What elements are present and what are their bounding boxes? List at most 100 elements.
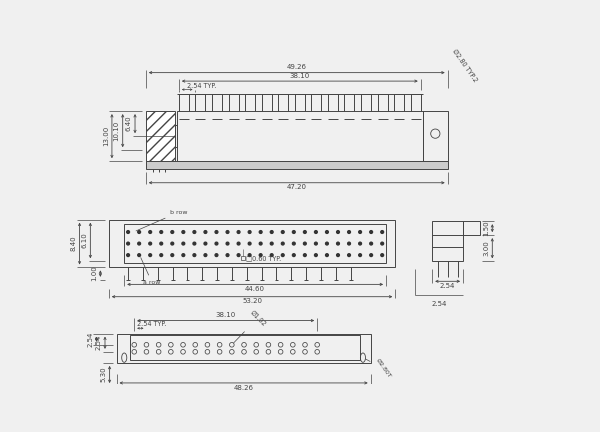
Text: 2.54 TYP.: 2.54 TYP. <box>137 321 166 327</box>
Text: 2.54 TYP.: 2.54 TYP. <box>187 83 217 89</box>
Circle shape <box>182 254 185 257</box>
Circle shape <box>171 254 173 257</box>
Circle shape <box>215 231 218 233</box>
Circle shape <box>138 254 140 257</box>
Text: 38.10: 38.10 <box>290 73 310 79</box>
Circle shape <box>347 242 350 245</box>
Text: Ø2.80 TYP.2: Ø2.80 TYP.2 <box>451 48 478 83</box>
Circle shape <box>160 231 163 233</box>
Text: 2.54: 2.54 <box>431 302 447 307</box>
Circle shape <box>193 254 196 257</box>
Text: 2.54: 2.54 <box>88 331 94 347</box>
Text: 10.10: 10.10 <box>113 121 119 141</box>
Circle shape <box>237 231 240 233</box>
Circle shape <box>226 231 229 233</box>
Circle shape <box>127 254 130 257</box>
Bar <box>116 334 371 363</box>
Circle shape <box>171 231 173 233</box>
Circle shape <box>149 231 152 233</box>
Circle shape <box>127 231 130 233</box>
Circle shape <box>381 242 383 245</box>
Text: Ø2.80T: Ø2.80T <box>365 358 392 379</box>
Circle shape <box>337 254 340 257</box>
Text: 1.50: 1.50 <box>483 220 489 236</box>
Circle shape <box>248 242 251 245</box>
Circle shape <box>314 231 317 233</box>
Circle shape <box>359 254 361 257</box>
Circle shape <box>314 254 317 257</box>
Text: 48.26: 48.26 <box>233 384 254 391</box>
Circle shape <box>304 242 306 245</box>
Text: 6.40: 6.40 <box>126 116 132 131</box>
Text: Ø1.02: Ø1.02 <box>234 309 267 343</box>
Circle shape <box>138 231 140 233</box>
Circle shape <box>182 231 185 233</box>
Circle shape <box>381 254 383 257</box>
Circle shape <box>182 242 185 245</box>
Circle shape <box>138 242 140 245</box>
Circle shape <box>226 254 229 257</box>
Circle shape <box>271 254 273 257</box>
Circle shape <box>292 231 295 233</box>
Bar <box>124 224 386 263</box>
Circle shape <box>149 242 152 245</box>
Circle shape <box>370 242 373 245</box>
Circle shape <box>248 254 251 257</box>
Text: 6.10: 6.10 <box>81 232 87 248</box>
Text: 5.30: 5.30 <box>101 367 107 382</box>
Text: □0.60 TYP.: □0.60 TYP. <box>246 255 281 261</box>
Circle shape <box>171 242 173 245</box>
Circle shape <box>337 231 340 233</box>
Circle shape <box>248 231 251 233</box>
Bar <box>176 111 423 161</box>
Circle shape <box>226 242 229 245</box>
Circle shape <box>347 254 350 257</box>
Bar <box>109 220 395 267</box>
Circle shape <box>314 242 317 245</box>
Circle shape <box>127 242 130 245</box>
Text: 47.20: 47.20 <box>287 184 307 191</box>
Bar <box>423 111 448 161</box>
Circle shape <box>259 231 262 233</box>
Bar <box>241 256 245 260</box>
Circle shape <box>337 242 340 245</box>
Bar <box>432 221 463 261</box>
Circle shape <box>281 231 284 233</box>
Bar <box>146 111 175 161</box>
Text: 3.00: 3.00 <box>483 240 489 256</box>
Text: 2.54: 2.54 <box>96 335 102 350</box>
Circle shape <box>259 254 262 257</box>
Circle shape <box>149 254 152 257</box>
Circle shape <box>193 242 196 245</box>
Text: 53.20: 53.20 <box>242 299 262 305</box>
Text: 2.54: 2.54 <box>440 283 455 289</box>
Bar <box>130 335 360 360</box>
Text: 49.26: 49.26 <box>287 64 307 70</box>
Circle shape <box>160 254 163 257</box>
Circle shape <box>281 254 284 257</box>
Text: a row: a row <box>141 257 161 286</box>
Text: 44.60: 44.60 <box>245 286 265 292</box>
Circle shape <box>259 242 262 245</box>
Circle shape <box>271 231 273 233</box>
Circle shape <box>271 242 273 245</box>
Text: b row: b row <box>136 210 188 231</box>
Circle shape <box>370 231 373 233</box>
Circle shape <box>193 231 196 233</box>
Circle shape <box>304 231 306 233</box>
Circle shape <box>204 242 207 245</box>
Circle shape <box>304 254 306 257</box>
Circle shape <box>215 254 218 257</box>
Circle shape <box>292 254 295 257</box>
Circle shape <box>347 231 350 233</box>
Circle shape <box>204 231 207 233</box>
Circle shape <box>326 231 328 233</box>
Text: 38.10: 38.10 <box>215 312 236 318</box>
Circle shape <box>237 242 240 245</box>
Circle shape <box>215 242 218 245</box>
Circle shape <box>292 242 295 245</box>
Circle shape <box>381 231 383 233</box>
Circle shape <box>370 254 373 257</box>
Circle shape <box>160 242 163 245</box>
Circle shape <box>281 242 284 245</box>
